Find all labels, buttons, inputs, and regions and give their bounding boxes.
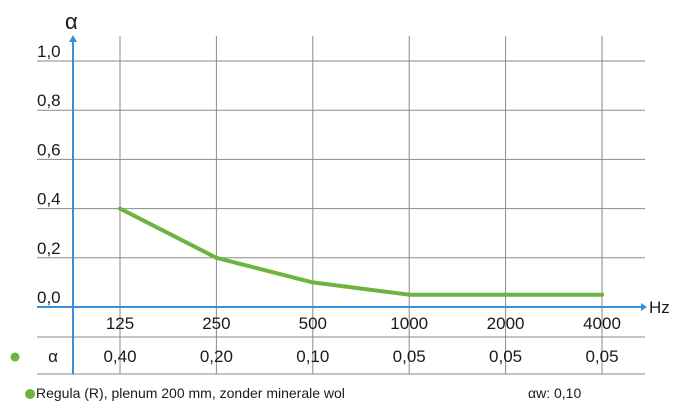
vertical-gridlines <box>119 36 603 374</box>
data-point <box>310 280 315 285</box>
data-point <box>118 206 122 211</box>
x-tick-label: 250 <box>202 314 230 333</box>
legend-footer: Regula (R), plenum 200 mm, zonder minera… <box>0 385 675 407</box>
data-point <box>407 292 412 297</box>
x-tick-label: 125 <box>106 314 134 333</box>
y-tick-label: 0,8 <box>37 91 61 110</box>
axes <box>37 35 647 374</box>
y-tick-label: 0,2 <box>37 239 61 258</box>
y-tick-label: 0,0 <box>37 288 61 307</box>
data-point <box>503 292 508 297</box>
x-tick-label: 2000 <box>487 314 525 333</box>
table-value-cell: 0,05 <box>489 347 522 366</box>
value-table-row: α 0,40 0,20 0,10 0,05 0,05 0,05 <box>10 347 619 366</box>
x-tick-labels: 125 250 500 1000 2000 4000 <box>106 314 621 333</box>
data-point <box>600 292 604 297</box>
table-value-cell: 0,40 <box>103 347 136 366</box>
legend-label: Regula (R), plenum 200 mm, zonder minera… <box>36 385 345 401</box>
y-tick-label: 1,0 <box>37 42 61 61</box>
x-tick-label: 500 <box>299 314 327 333</box>
series-polyline <box>118 206 604 297</box>
y-tick-label: 0,4 <box>37 190 61 209</box>
y-tick-labels: 0,0 0,2 0,4 0,6 0,8 1,0 <box>37 42 61 307</box>
table-row-label: α <box>48 347 58 366</box>
y-axis-label: α <box>65 9 78 34</box>
aw-value: αw: 0,10 <box>528 385 582 401</box>
table-value-cell: 0,10 <box>296 347 329 366</box>
data-point <box>214 255 219 260</box>
series-line <box>118 206 604 297</box>
x-axis-label: Hz <box>649 298 670 317</box>
table-value-cell: 0,05 <box>393 347 426 366</box>
x-tick-label: 4000 <box>583 314 621 333</box>
table-value-cell: 0,20 <box>200 347 233 366</box>
y-tick-label: 0,6 <box>37 140 61 159</box>
table-value-cell: 0,05 <box>585 347 618 366</box>
x-tick-label: 1000 <box>390 314 428 333</box>
y-axis-arrow-icon <box>69 35 77 42</box>
horizontal-gridlines <box>37 60 645 375</box>
x-axis-arrow-icon <box>641 303 647 311</box>
table-row-marker-icon <box>10 352 20 362</box>
legend-marker-icon <box>25 389 35 399</box>
